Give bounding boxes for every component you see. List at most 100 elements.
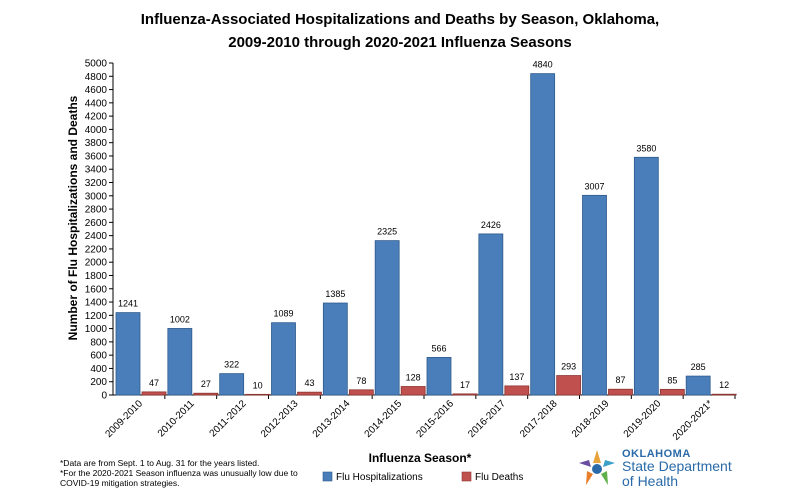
y-tick-label: 4400 [85,98,108,109]
x-tick-label: 2020-2021* [671,398,715,442]
bar-hospitalizations [219,373,245,396]
y-tick-label: 600 [90,351,107,362]
bar-deaths [452,393,478,396]
data-label-deaths: 78 [356,376,366,386]
y-tick-label: 2600 [85,218,108,229]
data-label-deaths: 87 [615,375,625,385]
legend-label-hospitalizations: Flu Hospitalizations [336,472,423,483]
bar-hospitalizations [426,357,452,396]
data-label-hospitalizations: 1002 [170,314,190,324]
y-tick-label: 1000 [85,324,108,335]
bar-hospitalizations [478,233,504,396]
data-label-deaths: 137 [509,372,524,382]
data-label-hospitalizations: 2325 [377,227,397,237]
x-tick-label: 2009-2010 [103,398,145,440]
bar-deaths [193,392,219,396]
star-logo-icon [579,450,615,485]
bar-deaths [556,375,582,396]
x-tick-label: 2015-2016 [414,398,456,440]
y-tick-label: 4000 [85,125,108,136]
y-tick-label: 4600 [85,85,108,96]
data-label-hospitalizations: 285 [691,362,706,372]
data-label-deaths: 27 [201,379,211,389]
bar-deaths [245,393,271,396]
y-tick-label: 1200 [85,311,108,322]
y-tick-label: 2800 [85,205,108,216]
footnote-line3: COVID-19 mitigation strategies. [60,478,180,488]
x-axis-title: Influenza Season* [369,451,472,465]
data-label-hospitalizations: 1385 [325,289,345,299]
x-tick-label: 2016-2017 [466,398,508,440]
x-tick-label: 2012-2013 [259,398,301,440]
y-tick-label: 4200 [85,112,108,123]
data-label-deaths: 12 [719,380,729,390]
y-tick-label: 3000 [85,191,108,202]
x-tick-label: 2014-2015 [363,398,405,440]
x-tick-label: 2010-2011 [156,398,197,439]
bar-deaths [504,385,530,396]
bar-deaths [659,388,685,396]
y-tick-label: 3800 [85,138,108,149]
bar-hospitalizations [115,312,141,396]
y-tick-label: 2000 [85,258,108,269]
footnote-line2: *For the 2020-2021 Season influenza was … [60,468,298,478]
data-label-hospitalizations: 4840 [533,60,553,70]
data-label-hospitalizations: 2426 [481,220,501,230]
bar-deaths [141,391,167,396]
bar-hospitalizations [374,240,400,396]
bar-hospitalizations [685,375,711,396]
logo-text-line1: OKLAHOMA [622,448,691,460]
y-tick-label: 2200 [85,244,108,255]
legend-swatch-deaths [461,471,472,482]
data-label-deaths: 17 [460,380,470,390]
y-tick-label: 3600 [85,151,108,162]
osdh-logo: OKLAHOMA State Department of Health [576,448,776,494]
chart-title-line1: Influenza-Associated Hospitalizations an… [140,11,660,28]
x-tick-label: 2017-2018 [518,398,560,440]
bar-deaths [348,389,374,396]
data-label-deaths: 43 [304,378,314,388]
data-label-deaths: 128 [406,373,421,383]
x-tick-label: 2013-2014 [311,398,353,440]
logo-text-line2: State Department [622,458,732,474]
data-label-hospitalizations: 566 [431,343,446,353]
y-tick-label: 5000 [85,59,108,70]
data-label-deaths: 85 [667,375,677,385]
bar-hospitalizations [322,302,348,396]
data-label-deaths: 293 [561,362,576,372]
y-tick-label: 2400 [85,231,108,242]
bar-hospitalizations [633,156,659,396]
y-tick-label: 3200 [85,178,108,189]
data-label-hospitalizations: 1089 [273,309,293,319]
bar-hospitalizations [271,322,296,396]
y-tick-label: 400 [90,364,107,375]
y-tick-label: 800 [90,337,107,348]
x-tick-label: 2019-2020 [622,398,664,440]
y-axis-title: Number of Flu Hospitalizations and Death… [66,95,80,340]
y-tick-label: 200 [90,377,107,388]
legend-swatch-hospitalizations [322,471,333,482]
data-label-deaths: 10 [253,380,263,390]
legend-label-deaths: Flu Deaths [475,472,523,483]
data-label-hospitalizations: 1241 [118,299,138,309]
data-label-deaths: 47 [149,378,159,388]
bar-deaths [608,388,633,396]
logo-text-line3: of Health [622,473,679,489]
y-tick-label: 4800 [85,72,108,83]
data-label-hospitalizations: 3580 [636,143,656,153]
y-tick-label: 1600 [85,284,108,295]
bar-deaths [400,386,426,396]
y-tick-label: 1400 [85,298,108,309]
bar-hospitalizations [582,194,607,396]
y-tick-label: 3400 [85,165,108,176]
data-label-hospitalizations: 3007 [584,181,604,191]
chart-title-line2: 2009-2010 through 2020-2021 Influenza Se… [228,34,572,51]
x-tick-label: 2018-2019 [570,398,612,440]
bar-hospitalizations [530,73,556,396]
y-tick-label: 1800 [85,271,108,282]
footnote-line1: *Data are from Sept. 1 to Aug. 31 for th… [60,458,260,468]
bar-hospitalizations [167,328,193,396]
bar-deaths [297,391,322,396]
x-tick-label: 2011-2012 [208,398,249,439]
